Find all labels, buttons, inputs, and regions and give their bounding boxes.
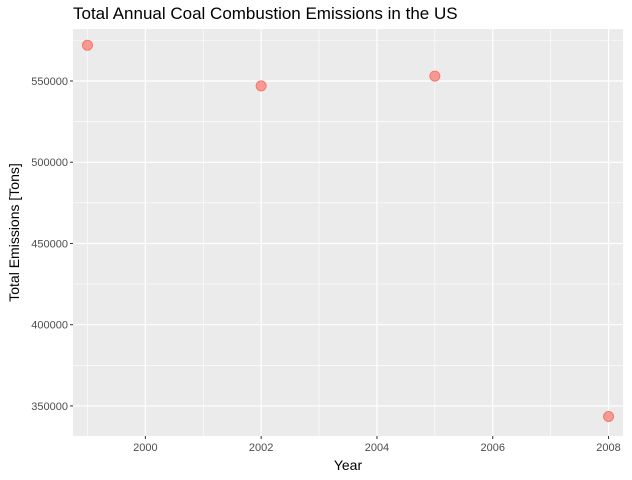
y-tick-label: 450000	[31, 238, 68, 250]
y-axis-title: Total Emissions [Tons]	[6, 163, 22, 302]
y-tick-label: 350000	[31, 401, 68, 413]
x-tick-label: 2006	[480, 442, 504, 454]
data-point	[255, 80, 267, 92]
data-point	[81, 39, 93, 51]
x-tick-label: 2008	[596, 442, 620, 454]
y-axis-tick-labels: 350000 400000 450000 500000 550000	[31, 76, 68, 413]
chart-title: Total Annual Coal Combustion Emissions i…	[73, 4, 458, 23]
data-points	[81, 39, 615, 423]
y-tick-label: 400000	[31, 320, 68, 332]
minor-gridlines	[73, 29, 623, 436]
y-tick-label: 500000	[31, 157, 68, 169]
y-tick-label: 550000	[31, 76, 68, 88]
x-tick-label: 2000	[133, 442, 157, 454]
x-axis-tick-labels: 2000 2002 2004 2006 2008	[133, 442, 621, 454]
axis-ticks	[70, 80, 610, 439]
data-point	[603, 411, 615, 423]
x-tick-label: 2002	[249, 442, 273, 454]
major-gridlines	[73, 29, 623, 436]
x-axis-title: Year	[334, 457, 363, 473]
x-tick-label: 2004	[365, 442, 389, 454]
data-point	[429, 70, 441, 82]
plot-panel	[73, 29, 623, 436]
